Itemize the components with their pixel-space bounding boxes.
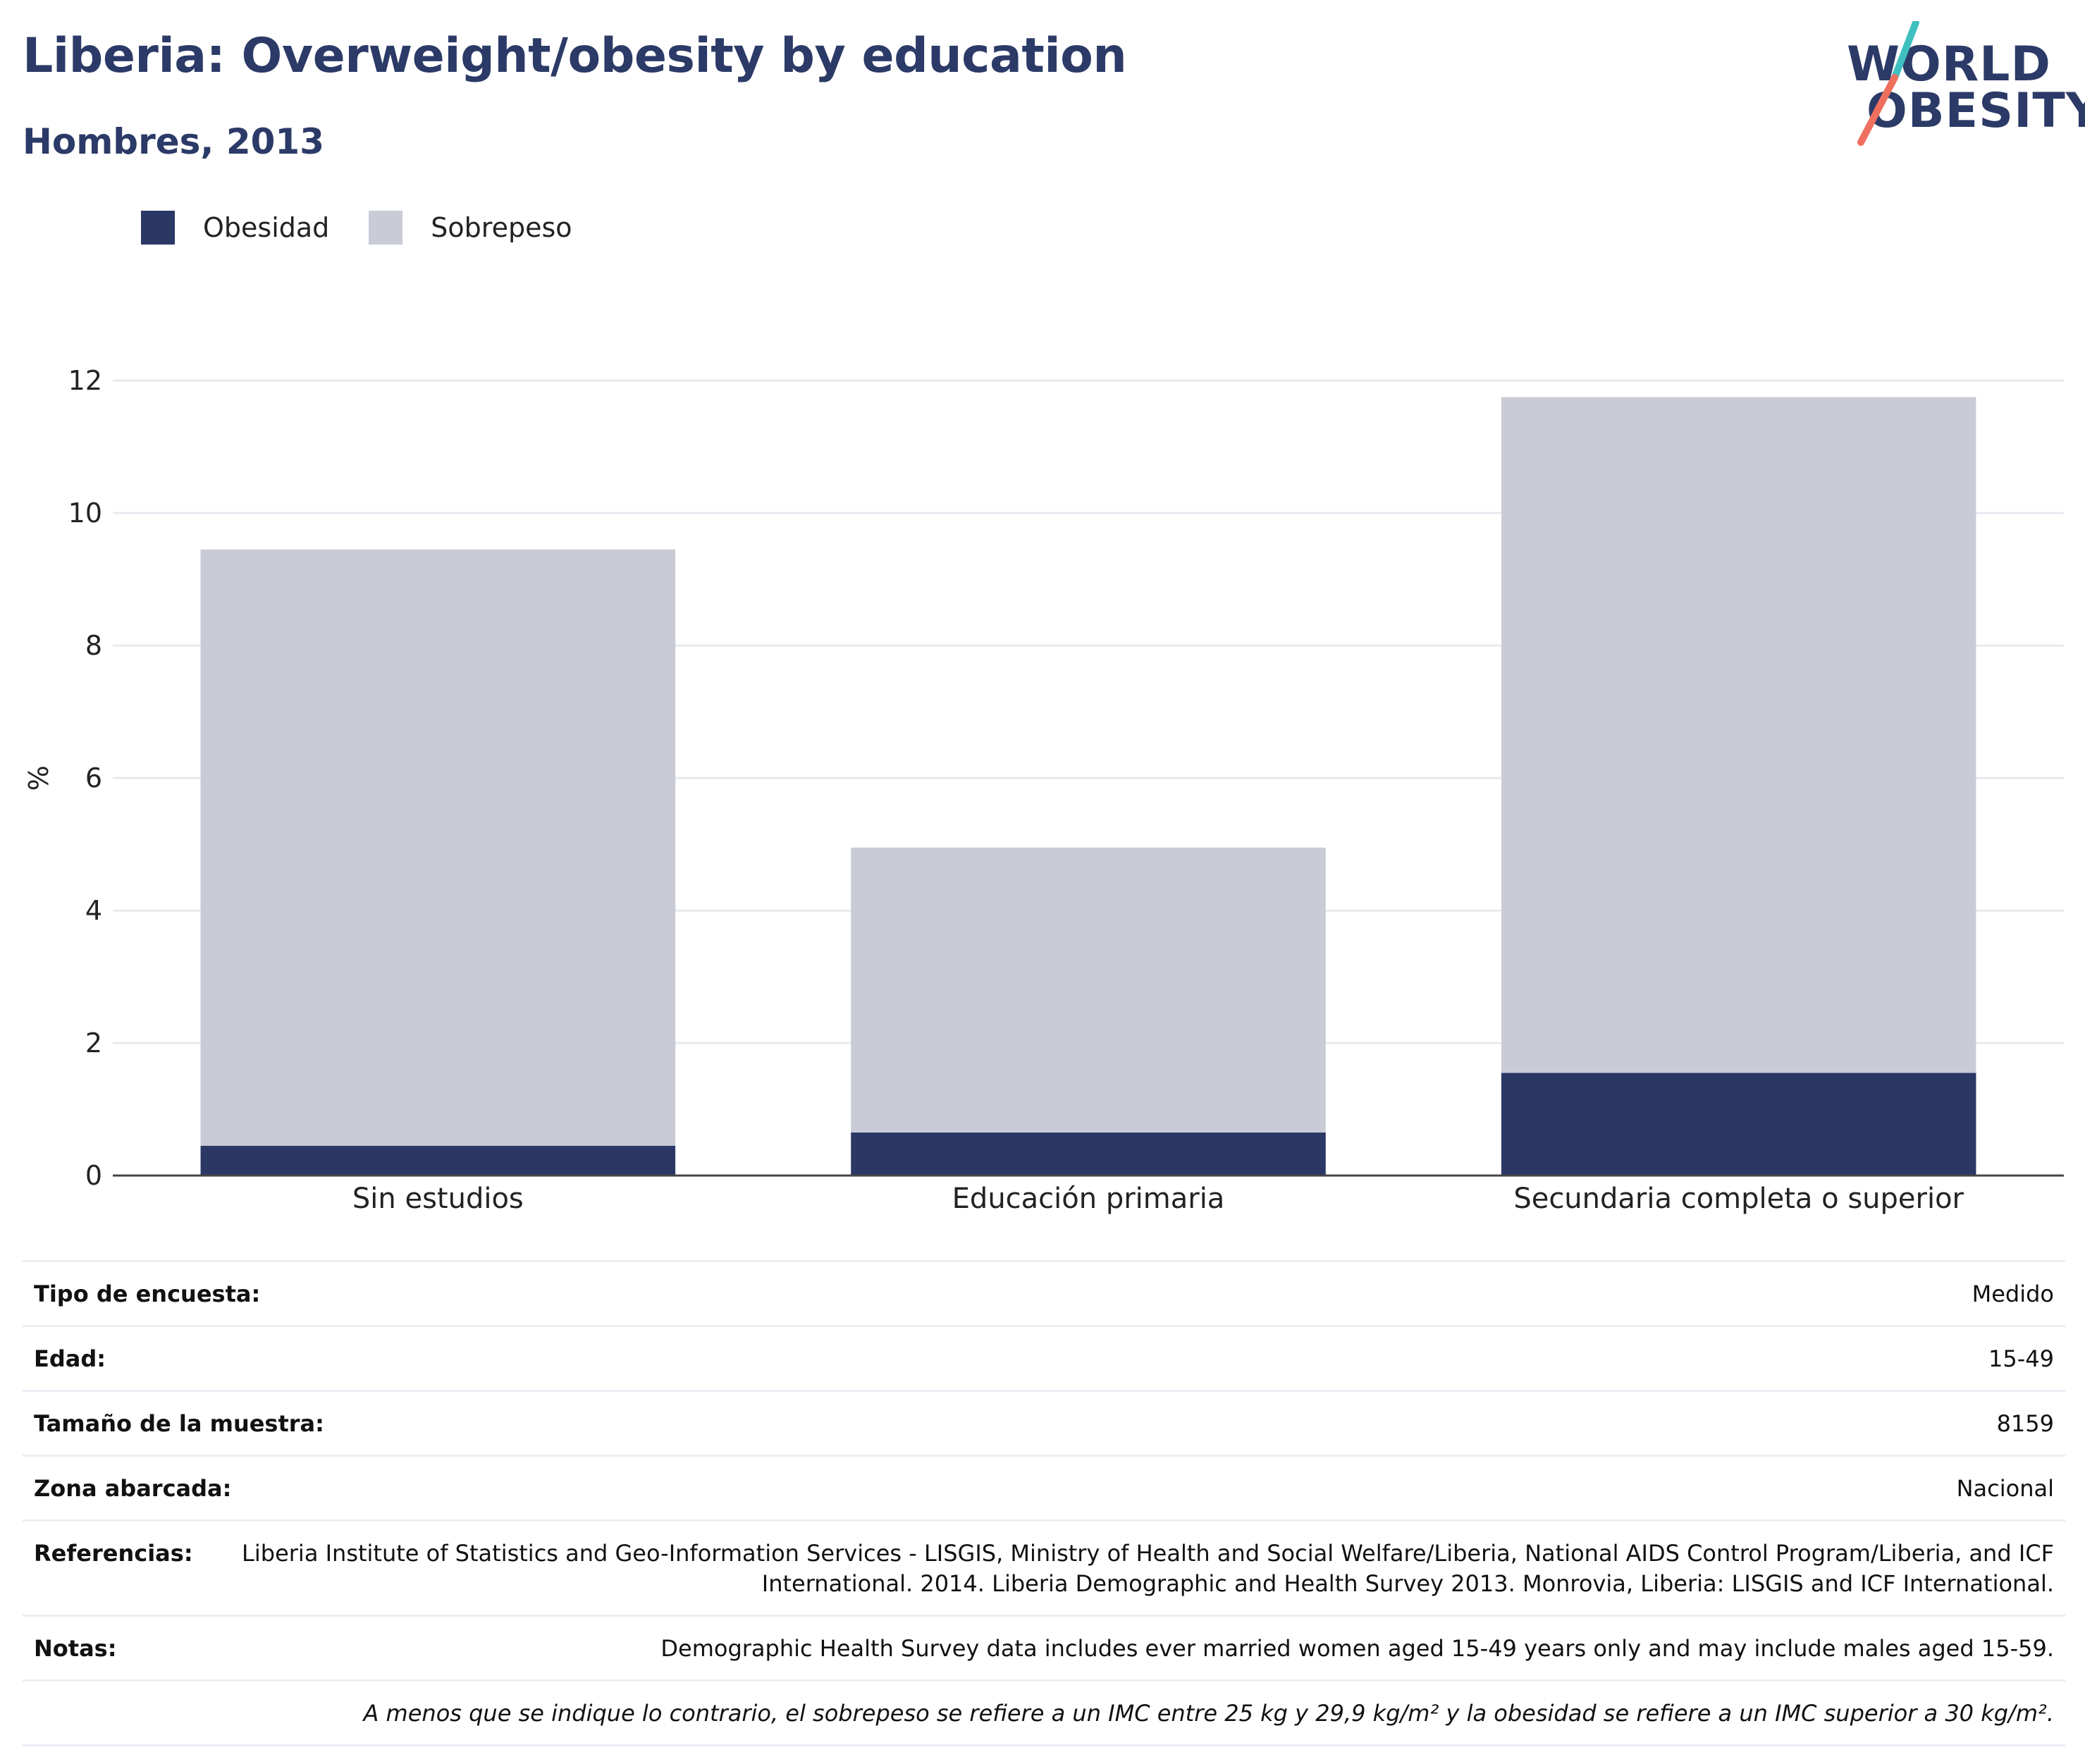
meta-key: Referencias: [34,1540,193,1567]
meta-key: Edad: [34,1345,106,1372]
y-tick-label: 12 [68,365,102,396]
y-tick-label: 2 [85,1028,102,1059]
bar-obesidad [200,1145,676,1176]
meta-row: Zona abarcada: Nacional [23,1455,2065,1519]
y-tick-label: 8 [85,630,102,661]
y-tick-label: 0 [85,1160,102,1191]
meta-key: Zona abarcada: [34,1475,232,1502]
legend-label-obesidad: Obesidad [203,212,330,243]
logo-line-1: WORLD [1847,37,2051,92]
x-category-label: Sin estudios [352,1183,524,1215]
meta-row: Edad: 15-49 [23,1325,2065,1390]
meta-value: 8159 [1996,1410,2054,1437]
logo-line-2: OBESITY [1866,83,2085,139]
meta-row: Tamaño de la muestra: 8159 [23,1390,2065,1455]
bar-chart: 0 2 4 6 8 10 12% Sin estudios Educación primaria… [23,365,2064,1215]
legend-label-sobrepeso: Sobrepeso [431,212,572,243]
bar-sobrepeso [851,847,1326,1133]
meta-key: Notas: [34,1635,117,1662]
logo-slash-icon [1857,21,1919,146]
legend-item-sobrepeso[interactable]: Sobrepeso [369,211,572,245]
y-axis-title: % [23,765,54,791]
meta-value: 15-49 [1988,1345,2054,1372]
meta-key: Tipo de encuesta: [34,1281,261,1307]
meta-row: Tipo de encuesta: Medido [23,1260,2065,1325]
bar-sobrepeso [200,549,676,1146]
chart-legend: Obesidad Sobrepeso [141,210,612,245]
meta-key: Tamaño de la muestra: [34,1410,324,1437]
bar-obesidad [1501,1073,1976,1176]
bar-sobrepeso [1501,397,1976,1073]
meta-value: Medido [1972,1281,2054,1307]
chart-subtitle: Hombres, 2013 [23,121,324,162]
legend-swatch-sobrepeso [369,211,403,245]
meta-value: Demographic Health Survey data includes … [660,1635,2054,1662]
meta-row: Notas: Demographic Health Survey data inc… [23,1615,2065,1679]
y-tick-label: 10 [68,498,102,529]
legend-item-obesidad[interactable]: Obesidad [141,211,329,245]
y-tick-label: 4 [85,895,102,926]
meta-value: Liberia Institute of Statistics and Geo-… [242,1540,2054,1597]
world-obesity-logo: WORLD OBESITY [1833,21,2085,155]
survey-metadata-table: Tipo de encuesta: Medido Edad: 15-49 Tamaño … [23,1260,2065,1746]
x-category-label: Educación primaria [952,1183,1225,1215]
footnote: A menos que se indique lo contrario, el … [23,1679,2065,1746]
bar-obesidad [851,1132,1326,1176]
chart-title: Liberia: Overweight/obesity by education [23,28,1127,84]
x-category-label: Secundaria completa o superior [1513,1183,1964,1215]
meta-row: Referencias: Liberia Institute of Statist… [23,1519,2065,1615]
legend-swatch-obesidad [141,211,175,245]
y-tick-label: 6 [85,763,102,794]
meta-value: Nacional [1956,1475,2054,1502]
